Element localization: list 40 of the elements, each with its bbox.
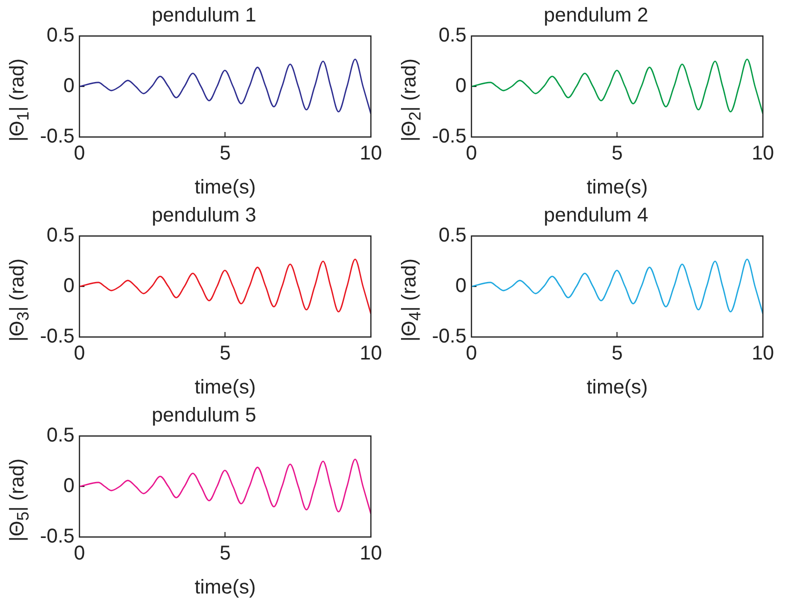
y-tick-label: -0.5 bbox=[432, 126, 466, 148]
chart-title: pendulum 5 bbox=[152, 404, 256, 427]
y-tick-label: 0.5 bbox=[46, 24, 74, 47]
line-series bbox=[79, 458, 371, 514]
x-tick-label: 10 bbox=[752, 142, 774, 165]
x-tick-label: 5 bbox=[612, 142, 623, 165]
line-series bbox=[79, 58, 371, 114]
x-axis-title: time(s) bbox=[586, 376, 648, 399]
x-tick-label: 10 bbox=[360, 142, 382, 165]
line-series bbox=[471, 58, 763, 114]
y-tick-label: 0.5 bbox=[46, 224, 74, 247]
x-axis-title: time(s) bbox=[194, 576, 256, 599]
x-axis-title: time(s) bbox=[194, 376, 256, 399]
x-tick-label: 10 bbox=[360, 342, 382, 365]
x-tick-label: 5 bbox=[220, 142, 231, 165]
chart-title: pendulum 1 bbox=[152, 4, 256, 27]
y-tick-label: 0.5 bbox=[46, 424, 74, 447]
x-tick-label: 10 bbox=[360, 542, 382, 565]
line-series bbox=[79, 258, 371, 314]
x-tick-label: 5 bbox=[220, 542, 231, 565]
y-tick-label: 0 bbox=[63, 275, 74, 298]
x-tick-label: 5 bbox=[220, 342, 231, 365]
y-tick-label: 0.5 bbox=[438, 224, 466, 247]
y-tick-label: 0 bbox=[455, 75, 466, 98]
x-tick-label: 10 bbox=[752, 342, 774, 365]
y-tick-label: -0.5 bbox=[432, 326, 466, 348]
line-series bbox=[471, 258, 763, 314]
y-tick-label: 0.5 bbox=[438, 24, 466, 47]
x-axis-title: time(s) bbox=[586, 176, 648, 199]
x-tick-label: 5 bbox=[612, 342, 623, 365]
y-tick-label: 0 bbox=[63, 475, 74, 498]
y-tick-label: -0.5 bbox=[40, 326, 74, 348]
chart-title: pendulum 2 bbox=[544, 4, 648, 27]
chart-title: pendulum 3 bbox=[152, 204, 256, 227]
chart-title: pendulum 4 bbox=[544, 204, 648, 227]
y-tick-label: 0 bbox=[63, 75, 74, 98]
x-axis-title: time(s) bbox=[194, 176, 256, 199]
y-tick-label: -0.5 bbox=[40, 526, 74, 548]
y-tick-label: 0 bbox=[455, 275, 466, 298]
y-tick-label: -0.5 bbox=[40, 126, 74, 148]
